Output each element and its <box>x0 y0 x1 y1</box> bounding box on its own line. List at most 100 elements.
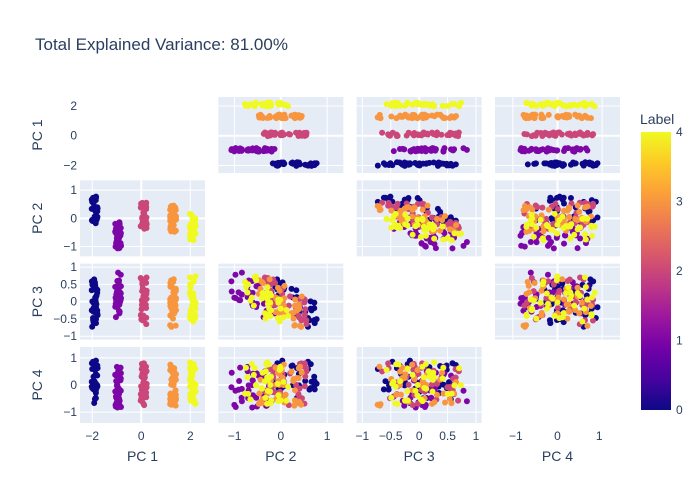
data-point <box>572 145 579 152</box>
data-point <box>117 290 124 297</box>
y-tick-label: 2 <box>70 99 77 113</box>
data-point <box>590 317 597 324</box>
data-point <box>189 297 196 304</box>
chart-title: Total Explained Variance: 81.00% <box>35 35 288 54</box>
data-point <box>439 375 446 382</box>
data-point <box>116 223 123 230</box>
data-point <box>543 222 550 229</box>
data-point <box>540 278 547 285</box>
data-point <box>404 365 411 372</box>
x-tick-label: 0.5 <box>439 429 456 443</box>
data-point <box>396 159 403 166</box>
data-point <box>250 302 257 309</box>
data-point <box>92 395 99 402</box>
panel-pc4-vs-pc3 <box>356 346 482 423</box>
data-point <box>265 101 272 108</box>
data-point <box>411 129 418 136</box>
data-point <box>404 215 411 222</box>
data-point <box>266 388 273 395</box>
data-point <box>449 130 456 137</box>
data-point <box>544 242 551 249</box>
data-point <box>587 302 594 309</box>
data-point <box>401 112 408 119</box>
data-point <box>539 204 546 211</box>
data-point <box>584 129 591 136</box>
data-point <box>397 378 404 385</box>
data-point <box>231 294 238 301</box>
data-point <box>533 224 540 231</box>
data-point <box>460 242 467 249</box>
data-point <box>302 306 309 313</box>
data-point <box>137 312 144 319</box>
data-point <box>567 289 574 296</box>
data-point <box>382 378 389 385</box>
data-point <box>560 102 567 109</box>
data-point <box>560 310 567 317</box>
data-point <box>431 235 438 242</box>
data-point <box>451 230 458 237</box>
data-point <box>143 206 150 213</box>
data-point <box>116 296 123 303</box>
data-point <box>141 367 148 374</box>
data-point <box>527 216 534 223</box>
data-point <box>389 217 396 224</box>
data-point <box>228 147 235 154</box>
data-point <box>168 221 175 228</box>
data-point <box>192 365 199 372</box>
data-point <box>588 311 595 318</box>
data-point <box>563 301 570 308</box>
data-point <box>283 397 290 404</box>
panel-pc3-vs-pc2 <box>218 263 344 340</box>
y-tick-label: 1 <box>70 260 77 274</box>
data-point <box>238 269 245 276</box>
data-point <box>253 277 260 284</box>
data-point <box>417 396 424 403</box>
colorbar-tick-label: 3 <box>676 195 683 209</box>
data-point <box>544 145 551 152</box>
data-point <box>189 361 196 368</box>
data-point <box>448 390 455 397</box>
data-point <box>248 361 255 368</box>
data-point <box>554 113 561 120</box>
data-point <box>401 402 408 409</box>
data-point <box>379 129 386 136</box>
data-point <box>298 113 305 120</box>
data-point <box>393 391 400 398</box>
data-point <box>397 368 404 375</box>
data-point <box>261 378 268 385</box>
panel-pc1-vs-pc3 <box>356 97 482 173</box>
data-point <box>449 245 456 252</box>
data-point <box>576 310 583 317</box>
x-axis-title: PC 1 <box>127 448 158 464</box>
panel-pc2-vs-pc1 <box>80 180 205 257</box>
data-point <box>170 381 177 388</box>
data-point <box>256 390 263 397</box>
y-axis-title: PC 4 <box>29 369 45 400</box>
data-point <box>579 318 586 325</box>
data-point <box>94 310 101 317</box>
data-point <box>397 216 404 223</box>
panel-pc2-vs-pc3 <box>356 180 482 257</box>
data-point <box>538 113 545 120</box>
y-tick-label: 0 <box>70 211 77 225</box>
x-tick-label: −2 <box>85 429 99 443</box>
data-point <box>463 238 470 245</box>
data-point <box>265 361 272 368</box>
data-point <box>426 221 433 228</box>
data-point <box>249 146 256 153</box>
data-point <box>564 315 571 322</box>
data-point <box>556 193 563 200</box>
scatter-matrix-axes: −2 0 2 PC 1 −1 0 1 PC 2 −1 −0.5 0 0.5 1 PC 3 −1 0 1 PC 4 −… <box>29 99 603 464</box>
data-point <box>456 365 463 372</box>
data-point <box>275 398 282 405</box>
data-point <box>446 384 453 391</box>
data-point <box>588 294 595 301</box>
data-point <box>423 385 430 392</box>
data-point <box>112 393 119 400</box>
marker-group <box>88 193 199 252</box>
data-point <box>89 323 96 330</box>
data-point <box>232 271 239 278</box>
data-point <box>190 390 197 397</box>
data-point <box>566 214 573 221</box>
data-point <box>576 208 583 215</box>
